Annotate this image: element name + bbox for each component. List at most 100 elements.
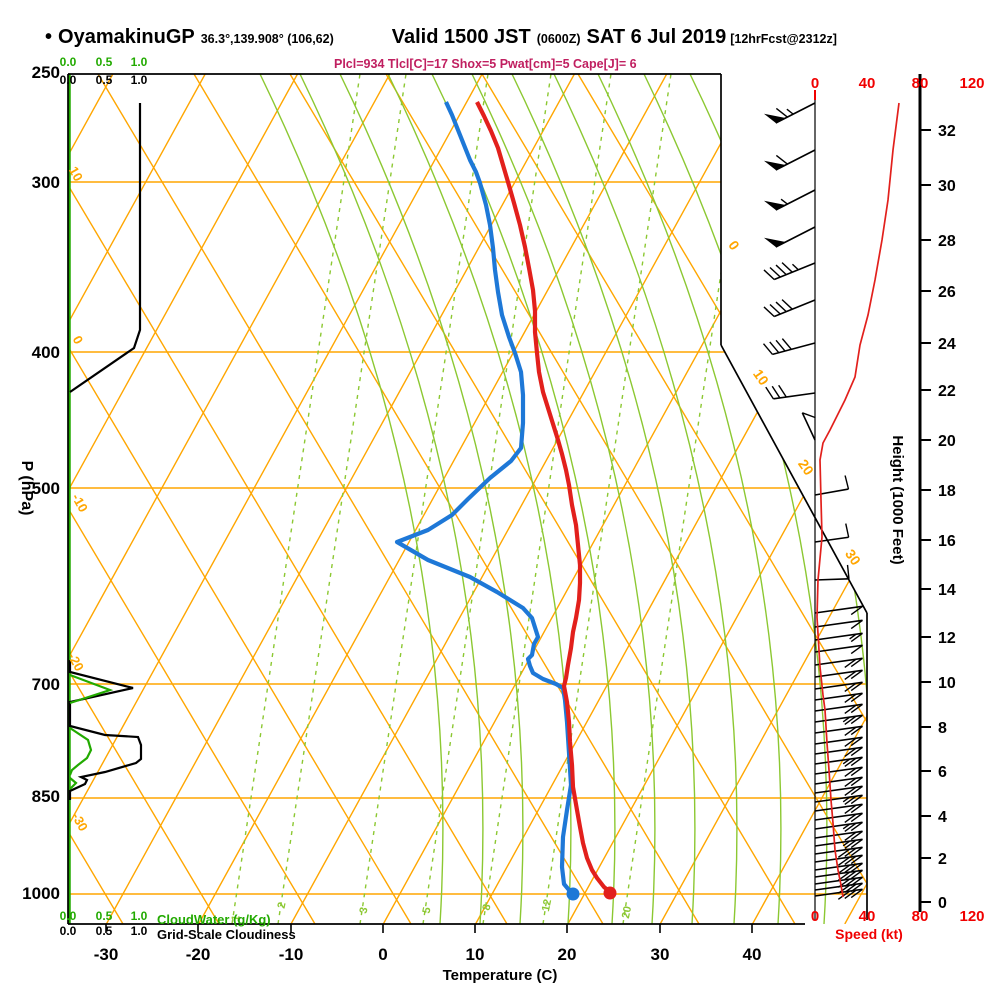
pressure-tick-label: 250 xyxy=(32,63,60,82)
wind-barb xyxy=(814,746,863,758)
speed-bottom-label: 0 xyxy=(811,908,819,925)
dry-adiabat-line xyxy=(68,74,508,924)
isotherm-line xyxy=(659,74,867,924)
height-tick-label: 24 xyxy=(938,336,956,353)
barb-shaft xyxy=(814,888,863,897)
barb-shaft xyxy=(814,736,863,745)
barb-feather xyxy=(844,726,857,737)
barb-feather xyxy=(844,737,857,748)
barb-shaft xyxy=(814,725,863,734)
height-tick-label: 18 xyxy=(938,483,956,500)
barb-feather xyxy=(850,681,863,692)
temperature-surface-dot xyxy=(603,886,617,900)
pressure-tick-label: 850 xyxy=(32,787,60,806)
height-tick-label: 14 xyxy=(938,582,956,599)
wind-barb xyxy=(814,657,863,669)
barb-feather xyxy=(850,803,863,814)
profile-curves xyxy=(68,74,617,924)
cloudwater-scale-bottom-label: 0.5 xyxy=(96,909,113,923)
wind-barb xyxy=(814,821,863,833)
height-tick-label: 2 xyxy=(938,851,947,868)
moist-adiabat-line xyxy=(259,74,444,924)
barb-shaft xyxy=(814,821,863,830)
barb-feather xyxy=(850,812,863,823)
barb-shaft xyxy=(814,578,850,581)
barb-feather xyxy=(844,670,857,681)
mixing-ratio-line xyxy=(482,74,612,924)
temperature-tick-label: 0 xyxy=(378,945,387,964)
barb-feather xyxy=(850,703,863,714)
mixing-ratio-label: 5 xyxy=(421,906,434,914)
moist-adiabat-line xyxy=(689,74,867,924)
barb-shaft xyxy=(772,342,816,356)
barb-shaft xyxy=(773,262,816,281)
barb-shaft xyxy=(814,619,863,628)
moist-adiabat-line xyxy=(471,74,656,924)
cloudwater-scale-bottom-label: 1.0 xyxy=(131,909,148,923)
barb-shaft xyxy=(814,838,863,847)
isotherm-line xyxy=(68,74,483,924)
barb-feather xyxy=(844,795,857,806)
moist-adiabat-line xyxy=(553,74,738,924)
barb-shaft xyxy=(814,644,863,653)
isotherm-line xyxy=(68,74,206,924)
temperature-tick-label: -10 xyxy=(279,945,304,964)
barb-feather xyxy=(850,888,863,899)
wind-barb xyxy=(814,644,863,655)
barb-feather xyxy=(850,714,863,725)
barb-pennant xyxy=(763,237,786,247)
barb-feather xyxy=(850,756,863,767)
wind-barb xyxy=(814,830,863,842)
station-name: OyamakinuGP xyxy=(58,26,195,48)
barb-feather xyxy=(850,846,863,857)
wind-barb xyxy=(814,669,863,681)
isotherm-label: 0 xyxy=(725,237,743,253)
wind-barb xyxy=(814,854,863,866)
barb-shaft xyxy=(814,746,863,755)
mixing-ratio-line xyxy=(622,74,752,924)
wind-barb xyxy=(814,838,863,850)
barb-feather xyxy=(844,847,857,858)
cloudwater-scale-top-label: 1.0 xyxy=(131,55,148,69)
speed-top-label: 120 xyxy=(959,75,984,92)
height-axis-label: Height (1000 Feet) xyxy=(889,435,906,564)
temperature-tick-label: 40 xyxy=(743,945,762,964)
wind-barb xyxy=(814,619,863,630)
plot-frame xyxy=(67,73,922,925)
temperature-tick-label: 20 xyxy=(558,945,577,964)
isotherm-line xyxy=(751,74,867,924)
speed-bottom-label: 120 xyxy=(959,908,984,925)
valid-time: Valid 1500 JST xyxy=(391,26,531,48)
cloudwater-scale-top-label: 0.5 xyxy=(96,55,113,69)
barb-feather xyxy=(850,669,863,680)
mixing-ratio-line xyxy=(277,74,407,924)
barb-shaft xyxy=(814,714,863,723)
pressure-tick-label: 400 xyxy=(32,343,60,362)
wind-barb xyxy=(814,725,863,737)
barb-shaft xyxy=(814,785,863,794)
temperature-axis-label: Temperature (C) xyxy=(443,967,558,984)
barb-shaft xyxy=(814,882,863,891)
wind-barb xyxy=(763,262,816,281)
wind-barb xyxy=(814,523,850,543)
cloudiness-profile-lower xyxy=(68,660,143,800)
pressure-tick-label: 300 xyxy=(32,173,60,192)
barb-feather xyxy=(844,767,857,778)
temperature-tick-label: -30 xyxy=(94,945,119,964)
moist-adiabat-line xyxy=(299,74,484,924)
barb-half-feather xyxy=(842,840,851,847)
height-tick-label: 32 xyxy=(938,123,956,140)
cloudwater-profile xyxy=(68,727,93,776)
barb-feather xyxy=(844,693,857,704)
height-tick-label: 12 xyxy=(938,630,956,647)
barb-feather xyxy=(850,736,863,747)
barb-feather xyxy=(778,384,787,398)
barb-feather xyxy=(850,725,863,736)
barb-half-feather xyxy=(842,716,851,723)
barb-feather xyxy=(775,107,788,118)
barb-feather xyxy=(850,821,863,832)
barb-feather xyxy=(781,338,792,350)
wind-barb xyxy=(763,189,816,211)
height-tick-label: 16 xyxy=(938,533,956,550)
wind-barb xyxy=(814,632,863,643)
